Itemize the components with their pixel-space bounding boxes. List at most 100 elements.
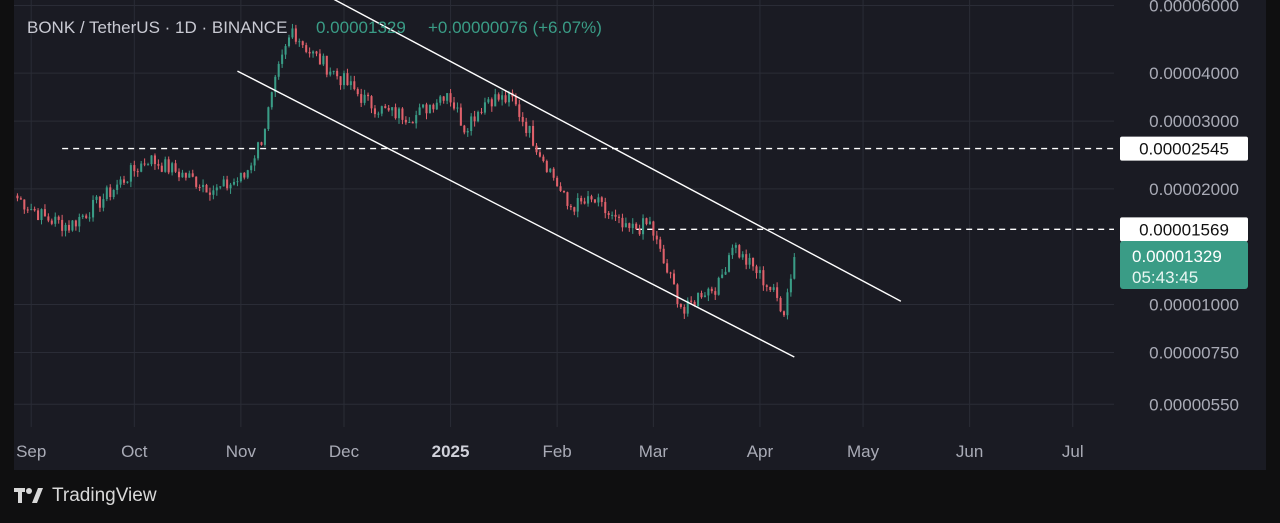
candle-body — [538, 152, 541, 157]
candle-body — [336, 70, 339, 77]
candle-body — [367, 94, 370, 97]
symbol-header: BONK / TetherUS · 1D · BINANCE — [27, 18, 287, 37]
candle-body — [377, 113, 380, 115]
candle-body — [112, 189, 115, 198]
candle-body — [88, 217, 91, 219]
candle-body — [47, 216, 50, 221]
candle-body — [232, 181, 236, 185]
candle-body — [160, 165, 163, 172]
candle-body — [64, 224, 67, 231]
price-tags: 0.00002545 0.00001569 0.00001329 05:43:45 — [1120, 136, 1248, 290]
time-tick-label: Sep — [16, 442, 46, 461]
price-tick-label: 0.00006000 — [1149, 0, 1239, 15]
horizontal-levels — [62, 147, 1114, 231]
candle-body — [710, 288, 713, 292]
time-tick-label: 2025 — [432, 442, 470, 461]
candle-body — [243, 172, 246, 178]
candle-body — [50, 220, 53, 224]
price-tick-label: 0.00001000 — [1149, 296, 1239, 315]
candle-body — [98, 196, 101, 208]
candle-body — [23, 199, 26, 210]
candle-body — [239, 172, 242, 182]
candle-body — [122, 179, 126, 183]
candle-body — [648, 221, 651, 225]
candle-body — [514, 96, 517, 105]
candle-body — [466, 131, 469, 133]
price-chart[interactable]: 0.00006000 0.00004000 0.00003000 0.00002000… — [14, 0, 1266, 470]
candle-body — [521, 116, 524, 122]
candle-body — [408, 121, 411, 123]
candle-body — [164, 159, 167, 172]
candle-body — [721, 274, 724, 278]
candle-body — [573, 207, 576, 212]
candle-body — [16, 195, 19, 199]
candle-body — [762, 270, 765, 286]
candle-body — [57, 216, 60, 220]
candle-body — [140, 163, 143, 172]
candle-body — [439, 96, 442, 103]
candle-body — [260, 142, 263, 145]
countdown-label: 05:43:45 — [1132, 268, 1198, 287]
candle-body — [202, 184, 205, 188]
candle-body — [518, 104, 521, 117]
candle-body — [250, 165, 253, 171]
candle-body — [205, 184, 208, 193]
candle-body — [353, 81, 356, 90]
candle-body — [222, 179, 225, 187]
candle-body — [631, 223, 634, 229]
price-tick-label: 0.00003000 — [1149, 112, 1239, 131]
candle-body — [322, 55, 325, 65]
candle-body — [501, 95, 504, 100]
candle-body — [724, 271, 727, 275]
candle-body — [133, 165, 136, 172]
candle-body — [789, 278, 792, 293]
chart-frame: 0.00006000 0.00004000 0.00003000 0.00002000… — [14, 0, 1266, 470]
level-tag — [1120, 217, 1248, 242]
time-axis[interactable]: Sep Oct Nov Dec 2025 Feb Mar Apr May Jun Jul — [16, 442, 1084, 461]
candle-body — [126, 181, 129, 183]
candle-body — [590, 196, 593, 200]
candle-body — [679, 303, 682, 307]
candle-body — [95, 196, 98, 200]
price-axis[interactable]: 0.00006000 0.00004000 0.00003000 0.00002000… — [1149, 0, 1239, 414]
candle-body — [717, 277, 720, 295]
trendline — [333, 0, 902, 302]
candle-body — [731, 247, 734, 256]
candle-body — [700, 292, 703, 298]
candle-body — [329, 71, 332, 75]
tradingview-branding[interactable]: TradingView — [14, 484, 157, 508]
candle-body — [401, 108, 404, 120]
candle-body — [61, 219, 64, 231]
candle-body — [147, 164, 150, 166]
candle-body — [552, 168, 555, 178]
candle-body — [150, 155, 153, 165]
candle-body — [765, 285, 768, 287]
candle-body — [686, 300, 689, 314]
candle-body — [229, 184, 232, 189]
candle-body — [246, 170, 249, 178]
time-tick-label: Oct — [121, 442, 148, 461]
candle-body — [624, 223, 627, 228]
candle-body — [308, 51, 311, 54]
candle-body — [752, 257, 755, 267]
candle-body — [284, 46, 287, 55]
candle-body — [435, 102, 438, 110]
candle-body — [772, 287, 775, 290]
candle-body — [562, 190, 566, 193]
candle-body — [693, 301, 696, 306]
candle-body — [81, 215, 84, 217]
header-last-price: 0.00001329 — [316, 18, 406, 37]
candle-body — [666, 263, 669, 273]
candle-body — [26, 209, 29, 211]
candle-body — [215, 187, 218, 191]
candle-body — [236, 181, 239, 183]
candle-body — [459, 107, 462, 126]
candle-body — [535, 145, 538, 153]
candle-body — [628, 223, 631, 229]
candle-body — [745, 254, 748, 265]
candle-body — [153, 155, 156, 165]
candle-body — [690, 300, 693, 302]
candle-body — [635, 223, 638, 230]
candle-body — [758, 270, 761, 274]
candle-body — [425, 104, 428, 114]
